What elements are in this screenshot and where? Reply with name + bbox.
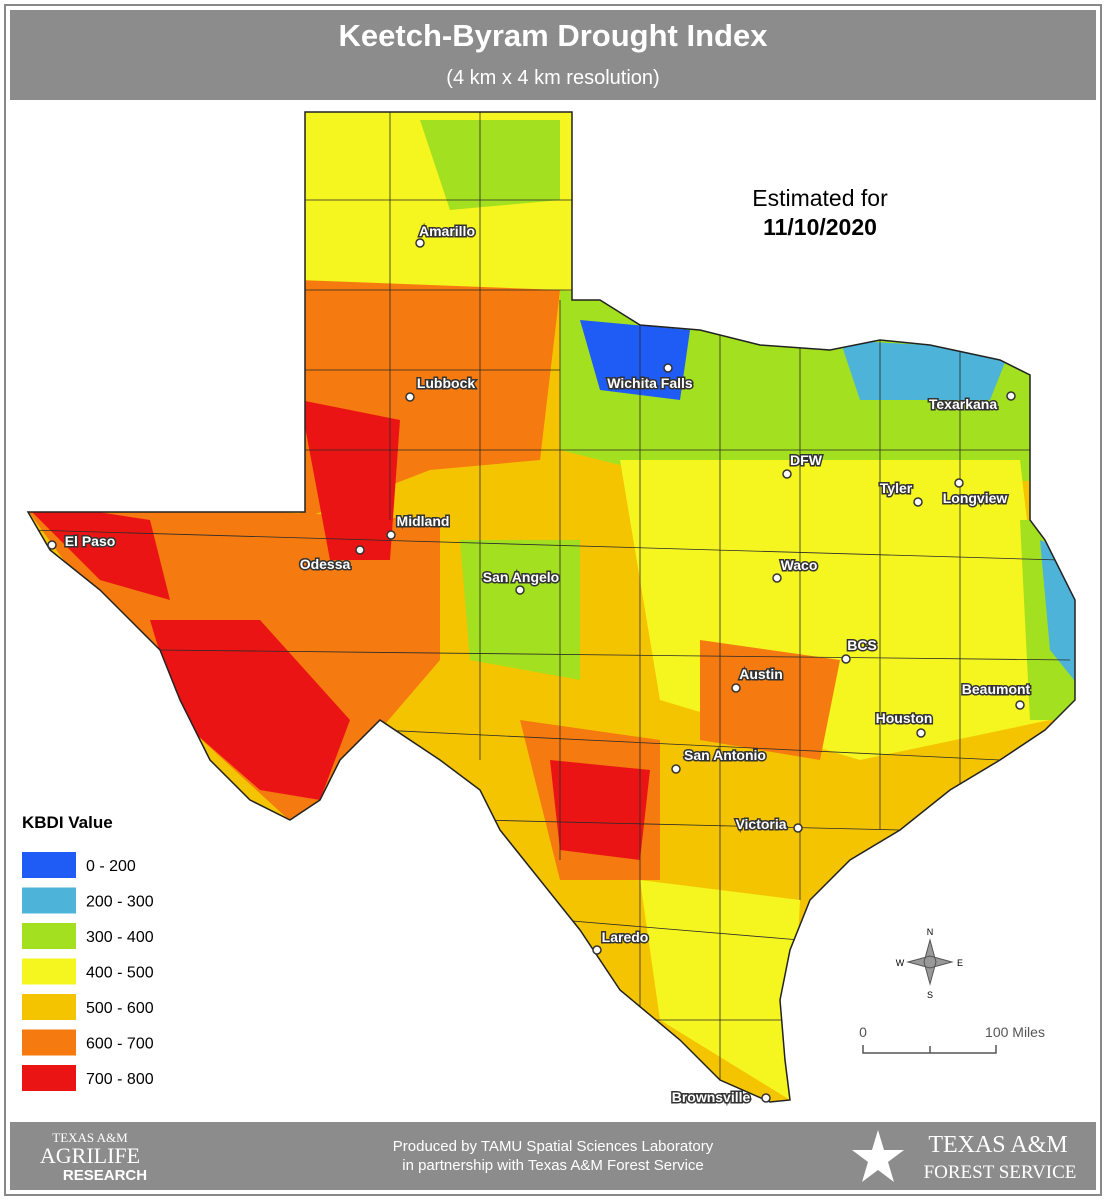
legend-swatch <box>22 994 76 1020</box>
region <box>700 640 840 760</box>
logo-text: FOREST SERVICE <box>924 1162 1077 1183</box>
legend-swatch <box>22 1065 76 1091</box>
region <box>150 620 350 800</box>
city-label: Tyler <box>880 480 913 496</box>
city-dot <box>782 469 792 479</box>
compass-w: W <box>896 958 905 968</box>
city-dot <box>841 654 851 664</box>
city-dot <box>793 823 803 833</box>
city-label: Brownsville <box>672 1089 751 1105</box>
city-dot <box>913 497 923 507</box>
region <box>460 540 580 680</box>
legend-swatch <box>22 887 76 914</box>
estimate-date: 11/10/2020 <box>763 214 877 240</box>
credit: in partnership with Texas A&M Forest Ser… <box>402 1157 704 1174</box>
city-dot <box>731 683 741 693</box>
legend: 0 - 200 200 - 300 300 - 400 400 - 500 500 - … <box>22 852 154 1091</box>
city-label: Texarkana <box>929 396 997 412</box>
city-dot <box>1006 391 1016 401</box>
logo-text: TEXAS A&M <box>928 1132 1067 1158</box>
city-dot <box>663 363 673 373</box>
legend-swatch <box>22 1029 76 1056</box>
city-label: Midland <box>397 513 450 529</box>
region <box>28 500 170 600</box>
compass-e: E <box>957 958 963 968</box>
estimate-label: Estimated for <box>752 185 888 211</box>
region <box>300 400 400 560</box>
legend-swatch <box>22 923 76 949</box>
city-label: San Antonio <box>684 747 766 763</box>
city-label: DFW <box>790 452 823 468</box>
scale-start: 0 <box>859 1024 867 1040</box>
region <box>550 760 650 860</box>
compass-n: N <box>927 927 934 937</box>
city-dot <box>47 540 57 550</box>
city-dot <box>415 238 425 248</box>
compass: N S E W <box>896 927 963 1000</box>
city-label: Wichita Falls <box>607 375 693 391</box>
cities: Amarillo Lubbock Wichita Falls Texarkana DFW… <box>47 222 1032 1107</box>
city-dot <box>386 530 396 540</box>
region <box>580 320 690 400</box>
city-label: Longview <box>943 490 1008 506</box>
city-label: Houston <box>876 710 933 726</box>
title: Keetch-Byram Drought Index <box>339 18 769 53</box>
subtitle: (4 km x 4 km resolution) <box>446 67 659 89</box>
credit: Produced by TAMU Spatial Sciences Labora… <box>393 1138 714 1155</box>
city-dot <box>761 1093 771 1103</box>
legend-label: 0 - 200 <box>86 858 136 875</box>
scale-end: 100 Miles <box>985 1024 1045 1040</box>
city-dot <box>592 945 602 955</box>
footer-bar <box>10 1122 1096 1190</box>
legend-label: 200 - 300 <box>86 894 154 911</box>
legend-swatch <box>22 958 76 985</box>
logo-text: AGRILIFE <box>40 1143 140 1168</box>
legend-label: 600 - 700 <box>86 1036 154 1053</box>
city-label: BCS <box>847 637 877 653</box>
city-dot <box>1015 700 1025 710</box>
city-dot <box>954 478 964 488</box>
city-label: Lubbock <box>417 375 476 391</box>
region <box>840 340 1010 400</box>
logo-text: RESEARCH <box>63 1167 147 1184</box>
city-label: Waco <box>781 557 818 573</box>
city-label: Beaumont <box>962 681 1031 697</box>
city-dot <box>916 728 926 738</box>
city-label: El Paso <box>65 533 116 549</box>
city-dot <box>515 585 525 595</box>
city-label: Amarillo <box>419 223 475 239</box>
city-label: San Angelo <box>483 569 560 585</box>
city-label: Victoria <box>735 816 786 832</box>
legend-label: 700 - 800 <box>86 1071 154 1088</box>
legend-title: KBDI Value <box>22 813 113 832</box>
city-label: Odessa <box>300 556 351 572</box>
region <box>420 120 560 210</box>
logo-text: TEXAS A&M <box>52 1130 128 1145</box>
legend-label: 400 - 500 <box>86 965 154 982</box>
legend-swatch <box>22 852 76 878</box>
legend-label: 300 - 400 <box>86 929 154 946</box>
scale-bar: 0 100 Miles <box>859 1024 1045 1054</box>
compass-s: S <box>927 990 933 1000</box>
header-bar <box>10 10 1096 100</box>
city-dot <box>671 764 681 774</box>
city-dot <box>772 573 782 583</box>
city-label: Laredo <box>602 929 649 945</box>
region <box>1040 540 1075 700</box>
legend-label: 500 - 600 <box>86 1000 154 1017</box>
logo-star <box>852 1130 904 1182</box>
city-label: Austin <box>739 666 783 682</box>
city-dot <box>405 392 415 402</box>
city-dot <box>355 545 365 555</box>
